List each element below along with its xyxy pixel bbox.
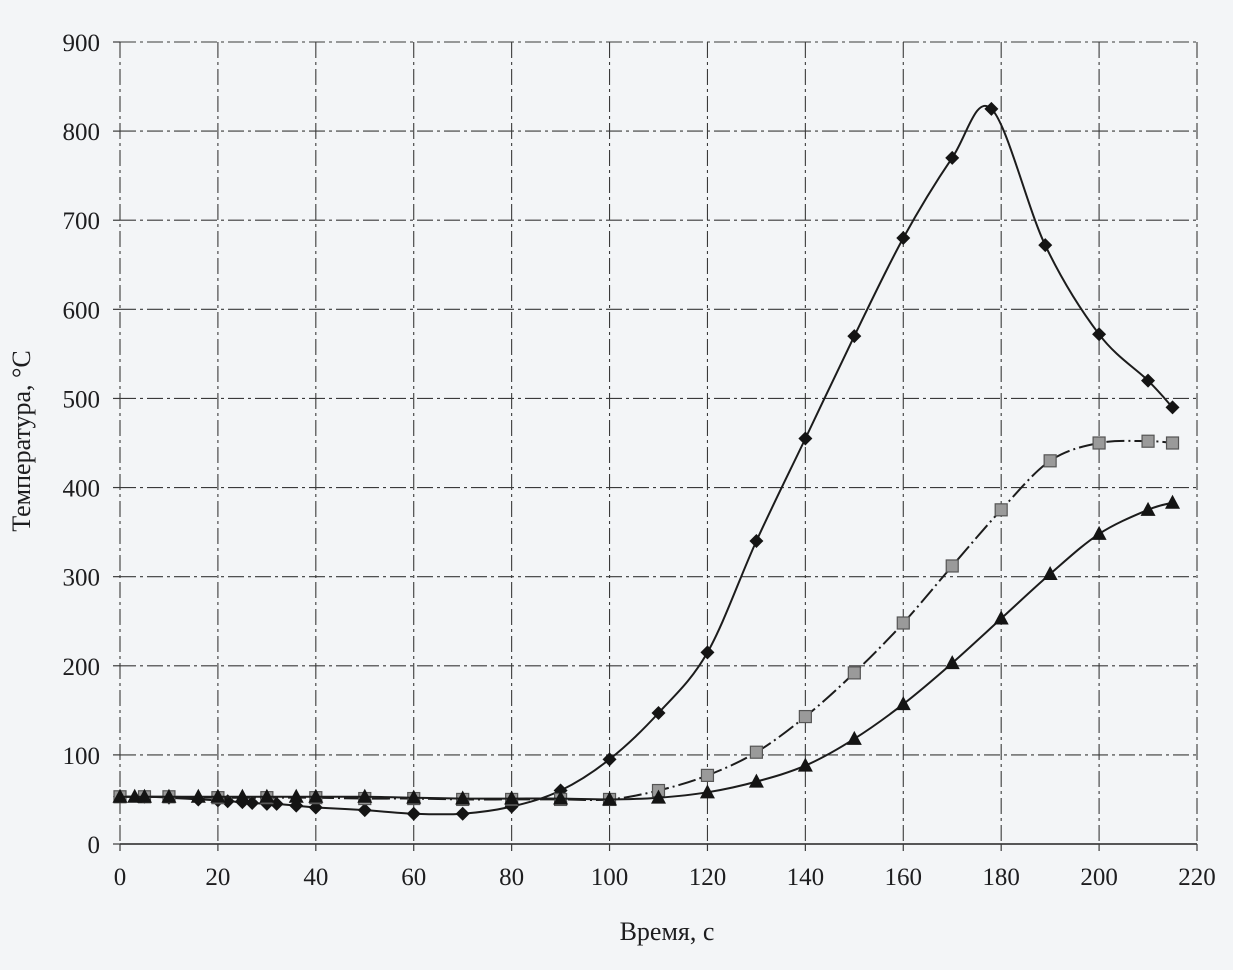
square-point — [1092, 436, 1106, 450]
series-2-line — [120, 439, 1173, 802]
triangle-point — [308, 788, 324, 803]
series-3 — [112, 494, 1181, 806]
diamond-point — [651, 706, 666, 721]
triangle-point — [136, 788, 152, 803]
series-1-line — [119, 105, 1174, 816]
triangle-point — [406, 789, 422, 804]
triangle-point — [553, 790, 569, 805]
triangle-point — [259, 788, 275, 803]
square-point — [847, 666, 861, 680]
triangle-point — [288, 788, 304, 803]
x-tick-label: 200 — [1080, 864, 1118, 891]
grid-lines — [120, 41, 1197, 844]
triangle-point — [112, 788, 128, 803]
diamond-point — [847, 329, 862, 344]
triangle-point — [127, 788, 143, 803]
triangle-point — [797, 757, 813, 772]
x-tick-label: 100 — [591, 864, 629, 891]
triangle-point — [190, 788, 206, 803]
triangle-point — [944, 655, 960, 670]
diamond-point — [700, 645, 715, 660]
y-tick-label: 300 — [63, 565, 101, 592]
square-point — [700, 768, 715, 782]
square-point — [749, 745, 764, 759]
y-tick-label: 500 — [63, 386, 101, 413]
diamond-point — [245, 796, 260, 811]
x-tick-label: 140 — [787, 864, 825, 891]
triangle-point — [504, 790, 520, 805]
y-tick-label: 900 — [63, 30, 101, 57]
diamond-point — [406, 806, 421, 821]
x-axis-ticks: 0 20 40 60 80 100 120 140 160 180 200 220 — [114, 844, 1216, 891]
y-axis-title: Температура, °С — [7, 350, 36, 532]
y-tick-label: 700 — [63, 208, 101, 235]
y-tick-label: 0 — [88, 832, 101, 859]
square-point — [994, 503, 1008, 517]
triangle-point — [846, 730, 862, 745]
square-point — [1165, 436, 1180, 450]
diamond-point — [984, 101, 999, 116]
diamond-point — [896, 231, 911, 246]
series-layer — [112, 101, 1181, 821]
x-tick-label: 40 — [303, 864, 328, 891]
y-tick-label: 100 — [63, 743, 101, 770]
diamond-point — [357, 803, 372, 818]
x-tick-label: 60 — [401, 864, 426, 891]
triangle-point — [602, 791, 618, 806]
diamond-point — [1038, 238, 1053, 253]
y-tick-label: 200 — [63, 654, 101, 681]
x-axis-title: Время, с — [620, 917, 715, 946]
y-tick-label: 600 — [63, 297, 101, 324]
triangle-point — [1042, 565, 1058, 580]
triangle-point — [1091, 525, 1107, 540]
x-tick-label: 20 — [205, 864, 230, 891]
x-tick-label: 120 — [689, 864, 727, 891]
triangle-point — [748, 773, 764, 788]
x-tick-label: 160 — [885, 864, 923, 891]
triangle-point — [234, 788, 250, 803]
triangle-point — [895, 696, 911, 711]
diamond-point — [1165, 400, 1180, 415]
x-tick-label: 220 — [1178, 864, 1216, 891]
triangle-point — [651, 789, 666, 804]
triangle-point — [455, 790, 471, 805]
series-3-line — [120, 501, 1173, 801]
triangle-point — [1165, 494, 1181, 509]
triangle-point — [357, 788, 373, 803]
diamond-point — [602, 752, 617, 767]
x-tick-label: 80 — [499, 864, 524, 891]
y-tick-label: 800 — [63, 119, 101, 146]
x-tick-label: 0 — [114, 864, 127, 891]
square-point — [798, 709, 812, 724]
square-point — [896, 616, 910, 630]
triangle-point — [161, 788, 177, 803]
diamond-point — [1092, 327, 1107, 342]
x-tick-label: 180 — [982, 864, 1020, 891]
diamond-point — [945, 150, 960, 165]
square-point — [1043, 454, 1057, 468]
series-1 — [113, 101, 1180, 821]
diamond-point — [798, 431, 813, 446]
diamond-point — [749, 534, 764, 549]
triangle-point — [699, 784, 715, 799]
triangle-point — [993, 610, 1009, 625]
triangle-point — [1140, 501, 1156, 516]
square-point — [1141, 434, 1155, 448]
diamond-point — [1141, 373, 1156, 388]
series-2 — [113, 434, 1180, 807]
triangle-point — [210, 788, 226, 803]
y-axis-ticks: 0 100 200 300 400 500 600 700 800 900 — [63, 30, 120, 859]
plot-frame — [119, 42, 1198, 845]
y-tick-label: 400 — [63, 476, 101, 503]
diamond-point — [455, 806, 470, 821]
square-point — [945, 559, 959, 573]
